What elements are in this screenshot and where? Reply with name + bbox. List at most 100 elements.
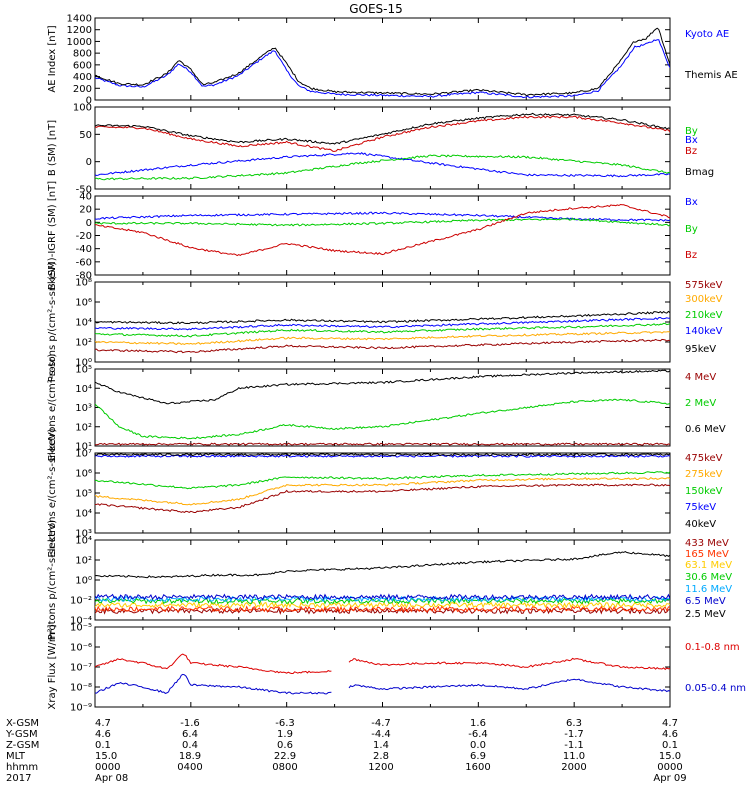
legend-label: Bx: [685, 197, 698, 208]
footer-value: 0800: [272, 762, 297, 773]
y-axis-label: Protons p/(cm²-s-sr-keV): [47, 262, 58, 383]
legend-label: 165 MeV: [685, 549, 729, 560]
y-tick-label: 800: [73, 49, 92, 60]
y-axis-label: B (SM) [nT]: [47, 120, 58, 176]
legend-label: 11.6 MeV: [685, 584, 732, 595]
y-tick-label: 100: [73, 103, 92, 114]
footer-value: 6.9: [470, 751, 486, 762]
y-tick-label: 10⁻⁵: [70, 623, 92, 634]
legend-label: 95keV: [685, 344, 716, 355]
y-tick-label: 10⁸: [75, 278, 92, 289]
legend-label: Bx: [685, 135, 698, 146]
legend-label: 4 MeV: [685, 372, 716, 383]
y-tick-label: -20: [76, 231, 92, 242]
y-tick-label: 10⁻⁶: [70, 643, 92, 654]
legend-label: 150keV: [685, 486, 723, 497]
footer-value: 0.1: [95, 740, 111, 751]
footer-value: -6.3: [275, 718, 295, 729]
legend-label: 575keV: [685, 280, 723, 291]
y-tick-label: 50: [79, 130, 92, 141]
footer-value: 0000: [657, 762, 682, 773]
y-tick-label: 10⁷: [75, 449, 92, 460]
legend-label: 75keV: [685, 502, 716, 513]
footer-value: 6.4: [182, 729, 198, 740]
y-tick-label: 10⁻⁹: [70, 703, 92, 714]
footer-row-label: MLT: [6, 751, 26, 762]
y-tick-label: -80: [76, 271, 92, 282]
y-tick-label: 10¹: [75, 442, 92, 453]
series-line-95kev: [95, 310, 670, 325]
series-line-bx: [95, 152, 670, 178]
legend-label: Themis AE: [684, 70, 738, 81]
y-tick-label: 10³: [75, 403, 92, 414]
legend-label: 0.6 MeV: [685, 424, 726, 435]
legend-label: 2 MeV: [685, 398, 716, 409]
legend-label: 433 MeV: [685, 538, 729, 549]
panel-frame: [94, 17, 671, 101]
series-line-0-1-0-8-nm: [95, 653, 670, 674]
legend-label: 0.1-0.8 nm: [685, 642, 740, 653]
footer-value: 0.6: [277, 740, 293, 751]
series-line-2-mev: [95, 398, 670, 440]
orbit-footer-table: X-GSM 4.7 -1.6 -6.3 -4.7 1.6 6.3 4.7 Y-GSM 4.6 6.4…: [5, 718, 687, 784]
y-tick-label: 10⁻²: [70, 596, 92, 607]
footer-value: 15.0: [95, 751, 117, 762]
footer-value: 2.8: [373, 751, 389, 762]
y-tick-label: 10⁶: [75, 469, 92, 480]
y-tick-label: 10⁻⁴: [70, 616, 92, 627]
y-tick-label: 10⁻⁷: [70, 663, 92, 674]
series-line-140kev: [95, 316, 670, 331]
series-line-275kev: [95, 476, 670, 506]
legend-label: Kyoto AE: [685, 29, 729, 40]
series-line-433-mev: [95, 607, 670, 615]
y-tick-label: 10²: [75, 338, 92, 349]
footer-value: Apr 09: [653, 773, 686, 784]
footer-value: 1600: [465, 762, 490, 773]
y-tick-label: 20: [79, 205, 92, 216]
footer-value: 1.4: [373, 740, 389, 751]
series-line-150kev: [95, 471, 670, 490]
footer-value: 4.6: [95, 729, 111, 740]
y-tick-label: 0: [86, 96, 92, 107]
footer-value: 0.0: [470, 740, 486, 751]
footer-value: 1.9: [277, 729, 293, 740]
footer-value: 15.0: [659, 751, 681, 762]
series-line-4-mev: [95, 442, 670, 446]
y-axis-label: Xray Flux [W/m²]: [47, 624, 58, 709]
y-tick-label: -40: [76, 244, 92, 255]
series-line-2-5-mev: [95, 551, 670, 579]
footer-value: 4.7: [95, 718, 111, 729]
series-line-bmag: [95, 112, 670, 145]
footer-value: 0.1: [662, 740, 678, 751]
y-tick-label: 400: [73, 72, 92, 83]
footer-row-label: X-GSM: [6, 718, 39, 729]
y-tick-label: 10⁴: [75, 536, 92, 547]
y-tick-label: 10²: [75, 422, 92, 433]
footer-value: 18.9: [179, 751, 201, 762]
legend-label: 40keV: [685, 519, 716, 530]
legend-label: Bz: [685, 250, 697, 261]
y-tick-label: 10⁰: [75, 358, 92, 369]
footer-value: Apr 08: [95, 773, 128, 784]
footer-value: -1.7: [564, 729, 584, 740]
series-line-kyoto-ae: [95, 39, 670, 99]
footer-value: 4.7: [662, 718, 678, 729]
footer-value: 0.4: [182, 740, 198, 751]
footer-value: -6.4: [468, 729, 488, 740]
footer-value: 2000: [561, 762, 586, 773]
legend-label: 0.05-0.4 nm: [685, 683, 746, 694]
panel-frame: [94, 452, 671, 534]
series-line-bx: [95, 211, 670, 222]
y-tick-label: -50: [76, 185, 92, 196]
legend-label: 275keV: [685, 469, 723, 480]
footer-value: -4.7: [371, 718, 391, 729]
legend-label: 140keV: [685, 326, 723, 337]
series-line-63-1-mev: [95, 601, 670, 609]
y-axis-label: AE Index [nT]: [47, 25, 58, 92]
series-line-40kev: [95, 453, 670, 457]
legend-label: By: [685, 224, 698, 235]
